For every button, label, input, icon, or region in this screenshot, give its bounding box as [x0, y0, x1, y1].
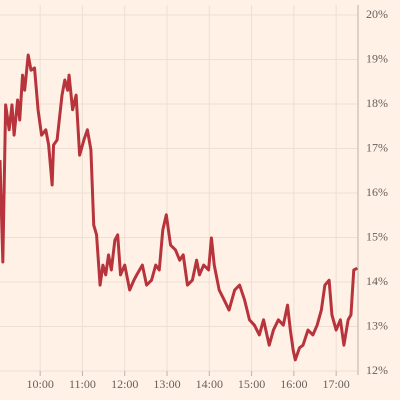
x-tick-label: 16:00 — [280, 377, 307, 391]
y-tick-label: 17% — [366, 140, 388, 154]
x-tick-label: 11:00 — [69, 377, 96, 391]
y-tick-label: 14% — [366, 274, 388, 288]
y-tick-label: 12% — [366, 363, 388, 377]
x-tick-label: 10:00 — [26, 377, 53, 391]
x-tick-label: 17:00 — [322, 377, 349, 391]
y-tick-label: 18% — [366, 96, 388, 110]
x-tick-label: 14:00 — [196, 377, 223, 391]
x-tick-label: 13:00 — [153, 377, 180, 391]
y-tick-label: 16% — [366, 185, 388, 199]
x-tick-label: 15:00 — [238, 377, 265, 391]
y-tick-label: 20% — [366, 7, 388, 21]
y-tick-label: 19% — [366, 51, 388, 65]
y-tick-label: 13% — [366, 318, 388, 332]
y-tick-label: 15% — [366, 229, 388, 243]
x-tick-label: 12:00 — [111, 377, 138, 391]
series-line — [0, 53, 358, 362]
